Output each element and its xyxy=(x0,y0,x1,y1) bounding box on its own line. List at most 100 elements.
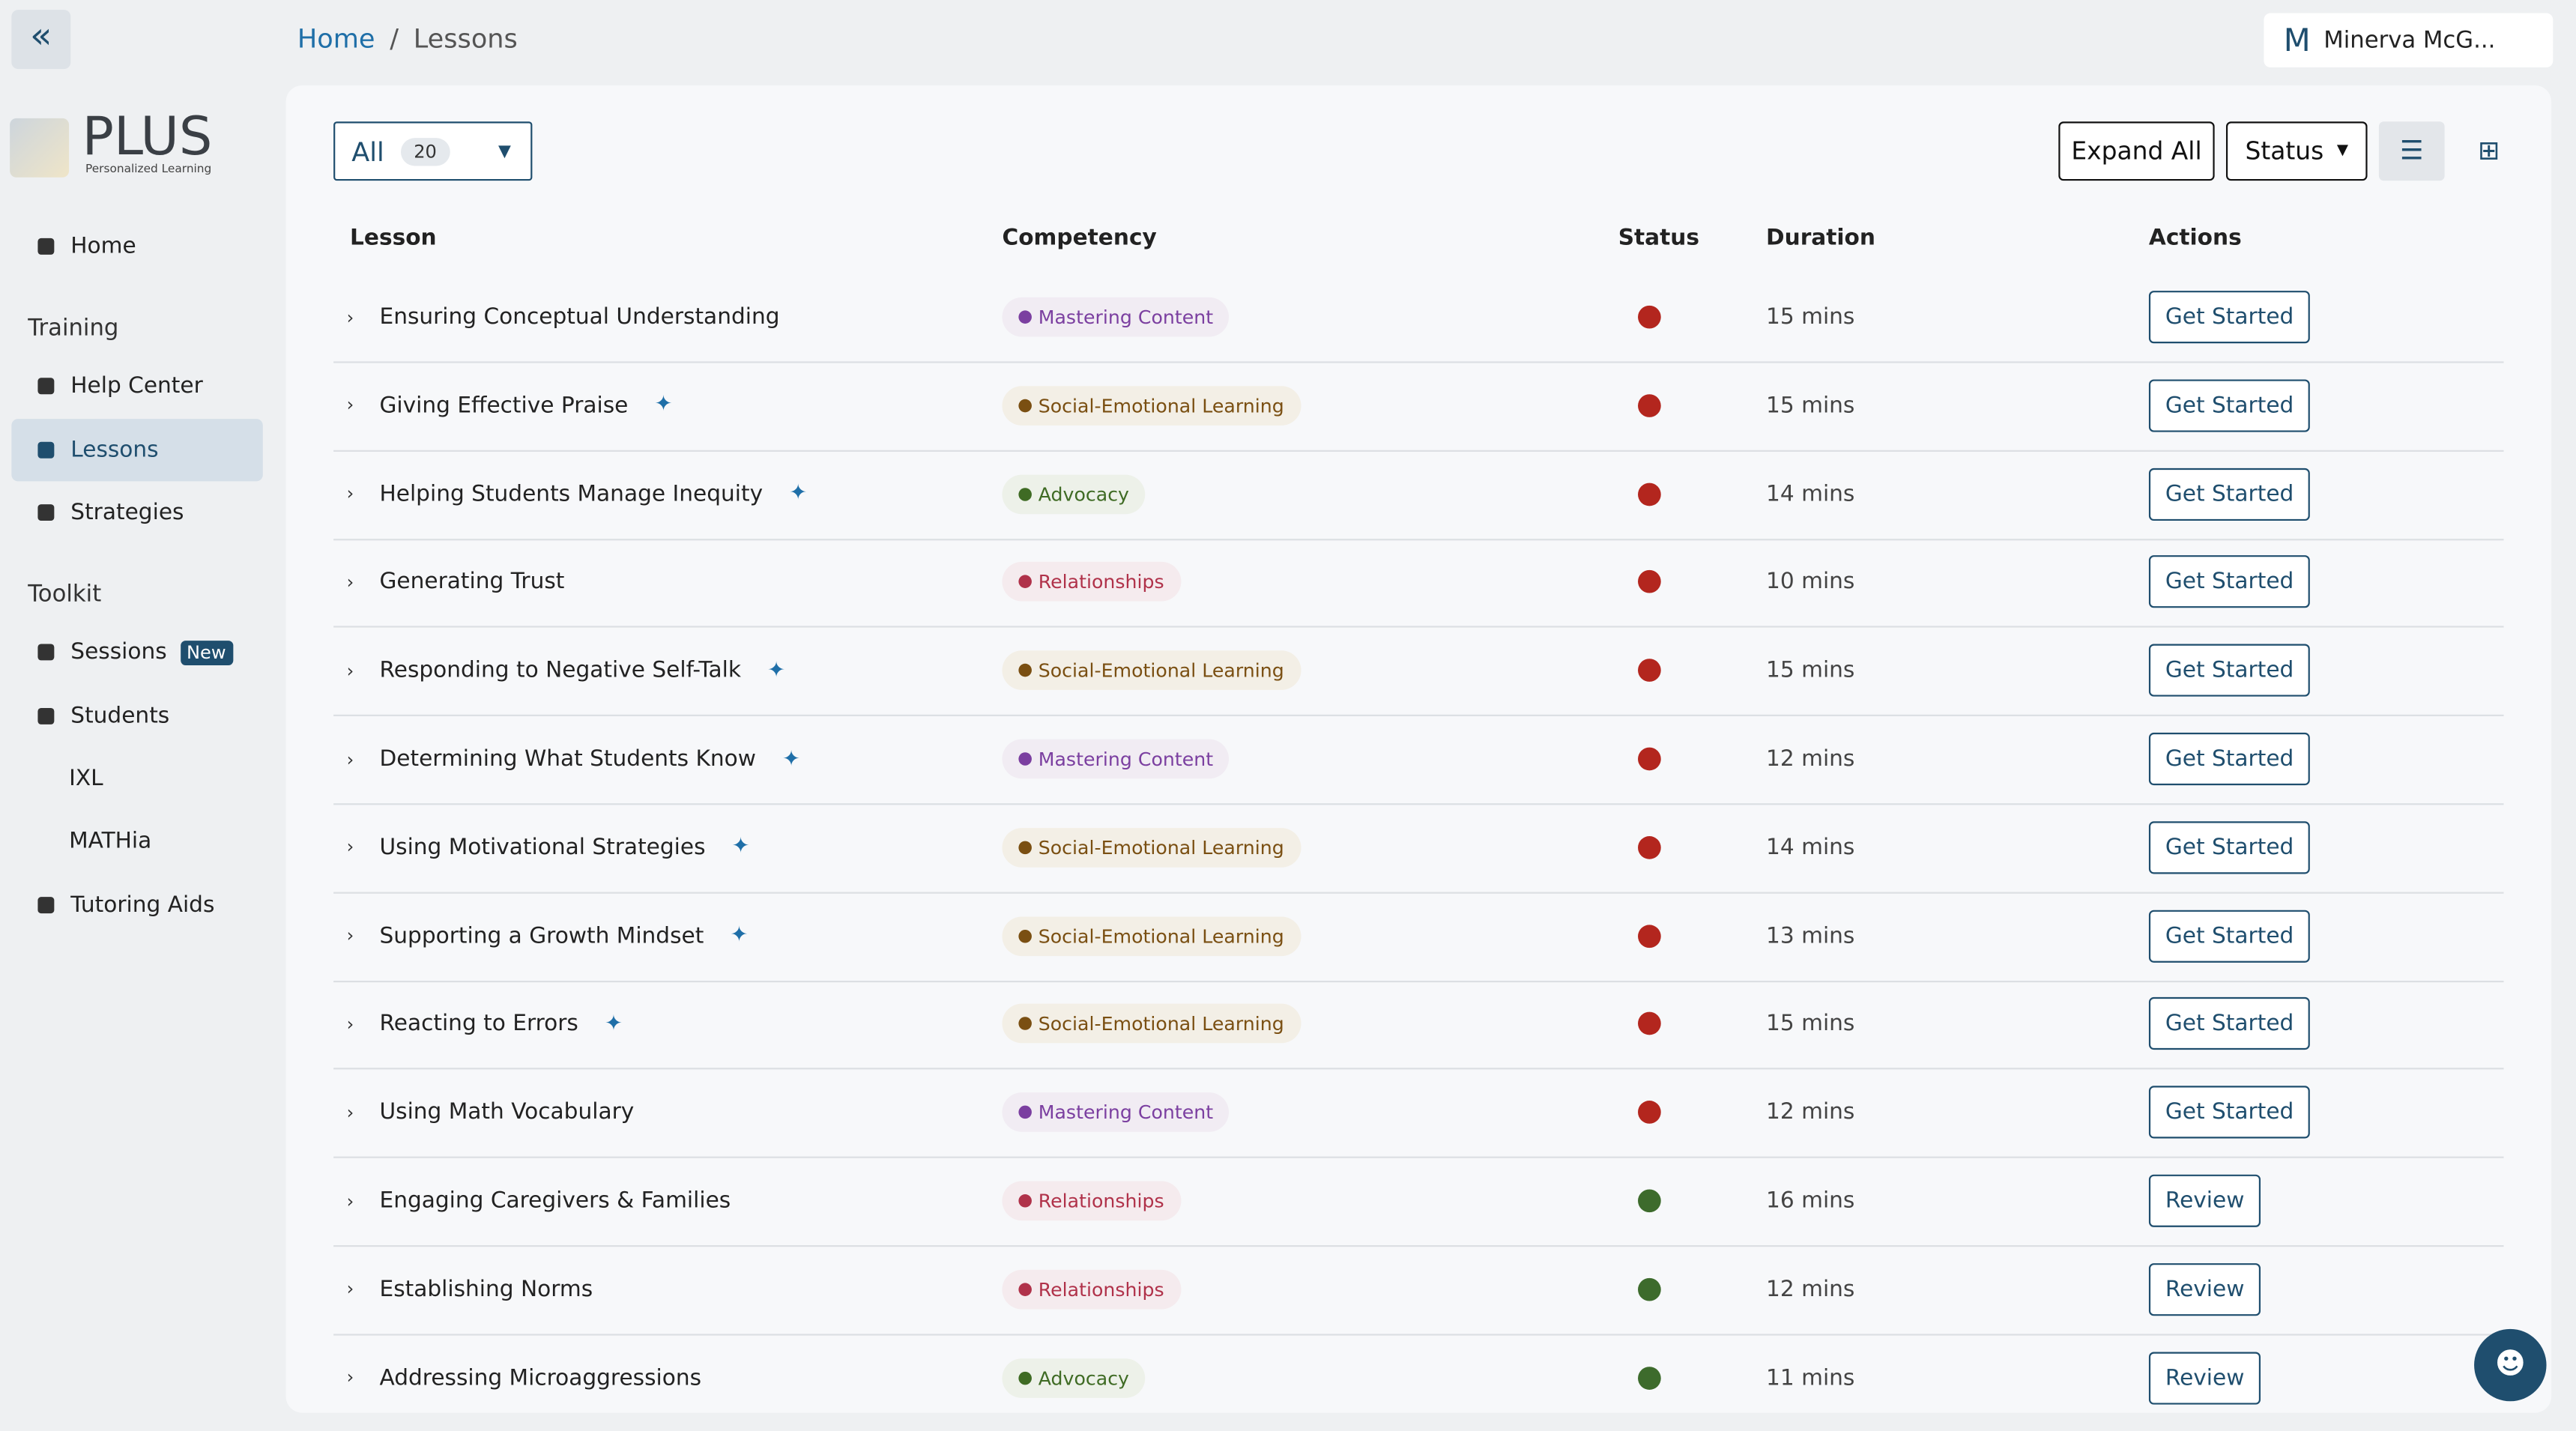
expand-chevron[interactable]: › xyxy=(346,1013,354,1035)
ai-sparkle-icon: ✦ xyxy=(767,658,786,683)
lesson-name: Engaging Caregivers & Families xyxy=(379,1188,731,1214)
user-menu[interactable]: M Minerva McG... xyxy=(2264,13,2554,67)
lesson-name: Generating Trust xyxy=(379,569,565,596)
nav-icon xyxy=(37,441,55,459)
nav-item[interactable]: Sessions New xyxy=(11,621,262,683)
action-button[interactable]: Get Started xyxy=(2148,555,2311,609)
duration: 14 mins xyxy=(1766,480,1855,507)
nav-item[interactable]: Lessons xyxy=(11,419,263,482)
row-divider xyxy=(333,1333,2504,1336)
logo-title: PLUS xyxy=(82,105,213,168)
duration: 15 mins xyxy=(1766,303,1855,330)
duration: 11 mins xyxy=(1766,1364,1855,1391)
column-header: Duration xyxy=(1766,225,1875,252)
nav-label: Sessions xyxy=(70,638,167,666)
expand-chevron[interactable]: › xyxy=(346,748,354,770)
action-button[interactable]: Get Started xyxy=(2148,1086,2311,1139)
action-button[interactable]: Get Started xyxy=(2148,732,2311,786)
column-header: Competency xyxy=(1002,225,1157,252)
expand-chevron[interactable]: › xyxy=(346,394,354,417)
dropdown-caret: ▼ xyxy=(498,142,511,160)
duration: 12 mins xyxy=(1766,1276,1855,1303)
ai-sparkle-icon: ✦ xyxy=(604,1011,623,1037)
lesson-name: Determining What Students Know ✦ xyxy=(379,745,801,772)
expand-chevron[interactable]: › xyxy=(346,1101,354,1124)
expand-chevron[interactable]: › xyxy=(346,482,354,505)
expand-chevron[interactable]: › xyxy=(346,1278,354,1300)
breadcrumb-link[interactable]: Home xyxy=(297,22,375,55)
action-button[interactable]: Review xyxy=(2148,1351,2261,1404)
status-icon xyxy=(1638,1012,1661,1036)
lesson-name: Addressing Microaggressions xyxy=(379,1364,702,1391)
expand-chevron[interactable]: › xyxy=(346,659,354,682)
expand-chevron[interactable]: › xyxy=(346,925,354,947)
action-button[interactable]: Get Started xyxy=(2148,291,2311,344)
action-button[interactable]: Review xyxy=(2148,1174,2261,1227)
action-button[interactable]: Get Started xyxy=(2148,379,2311,432)
duration: 16 mins xyxy=(1766,1188,1855,1214)
duration: 10 mins xyxy=(1766,569,1855,596)
duration: 15 mins xyxy=(1766,1011,1855,1038)
collapse-button[interactable]: « xyxy=(11,10,71,70)
status-icon xyxy=(1638,1101,1661,1125)
nav-item[interactable]: Students xyxy=(11,685,262,747)
expand-all-button[interactable]: Expand All xyxy=(2058,121,2215,181)
nav-item[interactable]: Help Center xyxy=(11,355,262,417)
expand-chevron[interactable]: › xyxy=(346,1190,354,1212)
column-header: Actions xyxy=(2148,225,2242,252)
action-button[interactable]: Get Started xyxy=(2148,468,2311,521)
row-divider xyxy=(333,892,2504,894)
filter-dropdown[interactable]: All 20 ▼ xyxy=(333,121,533,181)
nav-section: Training xyxy=(28,315,119,342)
nav-icon xyxy=(37,708,55,724)
nav-label: Students xyxy=(70,703,170,730)
list-view-button[interactable]: ☰ xyxy=(2378,121,2445,181)
competency-tag: Social-Emotional Learning xyxy=(1002,827,1301,868)
nav-label: Help Center xyxy=(70,372,203,399)
dropdown-caret: ▼ xyxy=(2336,142,2349,160)
filter-label: All xyxy=(351,135,384,167)
action-button[interactable]: Get Started xyxy=(2148,909,2311,962)
nav-label: IXL xyxy=(69,765,103,792)
duration: 12 mins xyxy=(1766,1099,1855,1126)
nav-item[interactable]: Tutoring Aids xyxy=(11,874,262,936)
expand-chevron[interactable]: › xyxy=(346,1367,354,1388)
grid-view-button[interactable]: ⊞ xyxy=(2478,134,2500,166)
lesson-name: Ensuring Conceptual Understanding xyxy=(379,303,780,330)
chat-bot-button[interactable]: ☻ xyxy=(2474,1328,2547,1402)
competency-tag: Mastering Content xyxy=(1002,739,1230,779)
expand-chevron[interactable]: › xyxy=(346,571,354,593)
competency-tag: Advocacy xyxy=(1002,1358,1146,1398)
action-button[interactable]: Get Started xyxy=(2148,820,2311,874)
status-icon xyxy=(1638,747,1661,771)
nav-item[interactable]: MATHia xyxy=(11,810,262,872)
status-dropdown[interactable]: Status ▼ xyxy=(2225,121,2368,181)
status-icon xyxy=(1638,659,1661,683)
lesson-name: Helping Students Manage Inequity ✦ xyxy=(379,480,808,507)
action-button[interactable]: Review xyxy=(2148,1262,2261,1316)
competency-tag: Social-Emotional Learning xyxy=(1002,385,1301,426)
nav-section: Toolkit xyxy=(28,581,102,608)
logo-mark xyxy=(10,118,70,178)
nav-item[interactable]: Strategies xyxy=(11,481,262,543)
nav-item[interactable]: IXL xyxy=(11,748,262,810)
competency-tag: Relationships xyxy=(1002,1181,1181,1221)
duration: 15 mins xyxy=(1766,657,1855,684)
ai-sparkle-icon: ✦ xyxy=(731,835,750,860)
expand-chevron[interactable]: › xyxy=(346,836,354,859)
status-icon xyxy=(1638,482,1661,506)
action-button[interactable]: Get Started xyxy=(2148,997,2311,1050)
duration: 14 mins xyxy=(1766,834,1855,861)
lesson-name: Establishing Norms xyxy=(379,1276,593,1303)
row-divider xyxy=(333,803,2504,805)
status-label: Status xyxy=(2245,136,2324,166)
ai-sparkle-icon: ✦ xyxy=(730,923,749,949)
ai-sparkle-icon: ✦ xyxy=(789,481,808,506)
nav-item[interactable]: Home xyxy=(11,215,262,277)
nav-icon xyxy=(37,644,55,661)
nav-label: Lessons xyxy=(70,437,159,464)
action-button[interactable]: Get Started xyxy=(2148,644,2311,698)
expand-chevron[interactable]: › xyxy=(346,306,354,328)
